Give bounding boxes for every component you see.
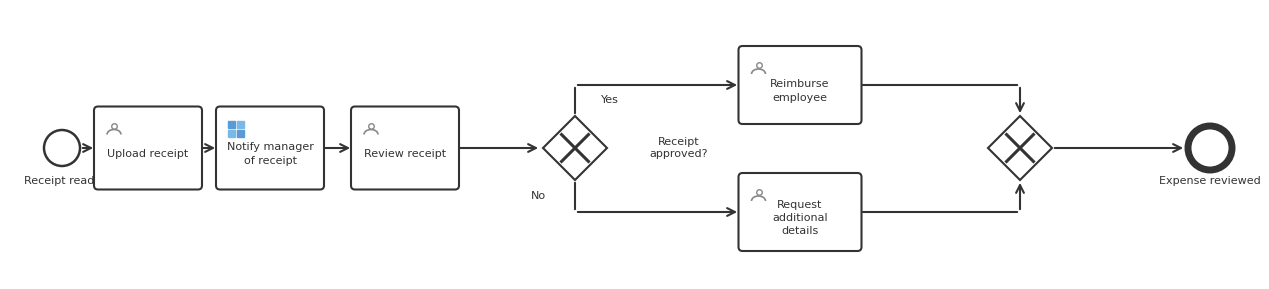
FancyBboxPatch shape: [739, 46, 862, 124]
Text: Yes: Yes: [602, 95, 619, 105]
Text: Request
additional
details: Request additional details: [773, 200, 827, 236]
Text: No: No: [530, 191, 546, 201]
Circle shape: [44, 130, 80, 166]
Circle shape: [1188, 126, 1232, 170]
Text: Receipt ready: Receipt ready: [24, 176, 100, 186]
Bar: [228, 129, 235, 136]
FancyBboxPatch shape: [739, 173, 862, 251]
Bar: [237, 129, 244, 136]
Text: Expense reviewed: Expense reviewed: [1159, 176, 1261, 186]
Bar: [228, 121, 235, 127]
FancyBboxPatch shape: [352, 107, 459, 190]
Text: Notify manager
of receipt: Notify manager of receipt: [227, 142, 313, 166]
FancyBboxPatch shape: [216, 107, 324, 190]
Polygon shape: [989, 116, 1052, 180]
FancyBboxPatch shape: [94, 107, 202, 190]
Text: Receipt
approved?: Receipt approved?: [648, 137, 708, 159]
Polygon shape: [543, 116, 607, 180]
Text: Upload receipt: Upload receipt: [108, 149, 189, 159]
Text: Review receipt: Review receipt: [364, 149, 447, 159]
Bar: [237, 121, 244, 127]
Text: Reimburse
employee: Reimburse employee: [770, 79, 830, 103]
